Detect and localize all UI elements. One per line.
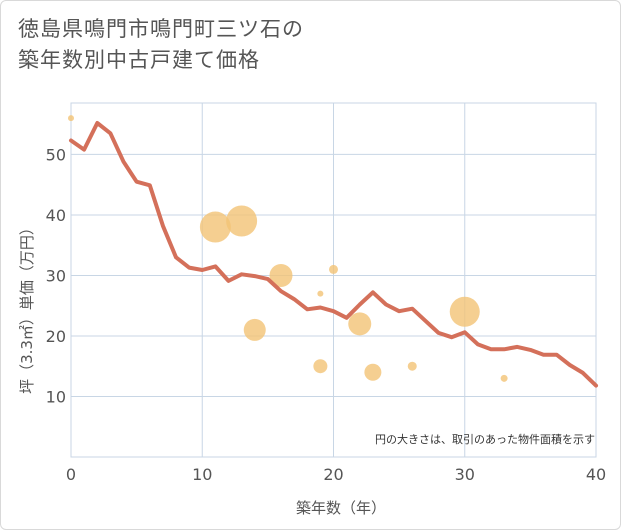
- x-tick-label: 30: [455, 465, 475, 484]
- chart-title: 徳島県鳴門市鳴門町三ツ石の 築年数別中古戸建て価格: [18, 14, 304, 76]
- bubble: [364, 363, 382, 381]
- bubble: [348, 312, 372, 336]
- bubble: [313, 359, 328, 374]
- bubble: [407, 361, 417, 371]
- y-tick-label: 20: [46, 327, 66, 346]
- bubble: [68, 115, 74, 122]
- bubble: [329, 264, 338, 274]
- chart-title-line2: 築年数別中古戸建て価格: [18, 48, 260, 72]
- bubble: [317, 290, 324, 297]
- chart-title-line1: 徳島県鳴門市鳴門町三ツ石の: [18, 17, 304, 41]
- bubble: [500, 374, 508, 382]
- bubble-layer: [68, 115, 508, 382]
- bubble: [449, 296, 480, 327]
- y-tick-label: 50: [46, 145, 66, 164]
- series-line-average-price: [69, 121, 598, 388]
- y-axis-label: 坪（3.3㎡）単価（万円）: [18, 220, 36, 394]
- x-tick-label: 20: [323, 465, 343, 484]
- bubble: [243, 318, 266, 341]
- grid: [70, 102, 597, 458]
- y-tick-label: 40: [46, 206, 66, 225]
- bubble: [269, 263, 293, 287]
- bubble: [199, 211, 231, 243]
- line-layer: [69, 121, 598, 388]
- x-axis-label: 築年数（年）: [296, 499, 386, 517]
- tick-labels: 0 10 20 30 40 10 20 30 40 50: [46, 145, 607, 484]
- x-tick-label: 40: [586, 465, 606, 484]
- x-tick-label: 0: [66, 465, 76, 484]
- y-tick-label: 10: [46, 387, 66, 406]
- chart-note: 円の大きさは、取引のあった物件面積を示す: [375, 432, 595, 446]
- x-tick-label: 10: [192, 465, 212, 484]
- y-tick-label: 30: [46, 266, 66, 285]
- bubble: [226, 205, 258, 237]
